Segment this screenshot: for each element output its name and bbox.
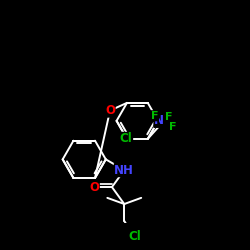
Text: O: O xyxy=(89,180,99,194)
Text: F: F xyxy=(169,122,176,132)
Text: Cl: Cl xyxy=(120,132,132,145)
Text: NH: NH xyxy=(114,164,134,177)
Text: Cl: Cl xyxy=(129,230,141,243)
Text: F: F xyxy=(151,111,158,121)
Text: F: F xyxy=(165,112,172,122)
Text: N: N xyxy=(154,114,164,127)
Text: O: O xyxy=(105,104,115,117)
